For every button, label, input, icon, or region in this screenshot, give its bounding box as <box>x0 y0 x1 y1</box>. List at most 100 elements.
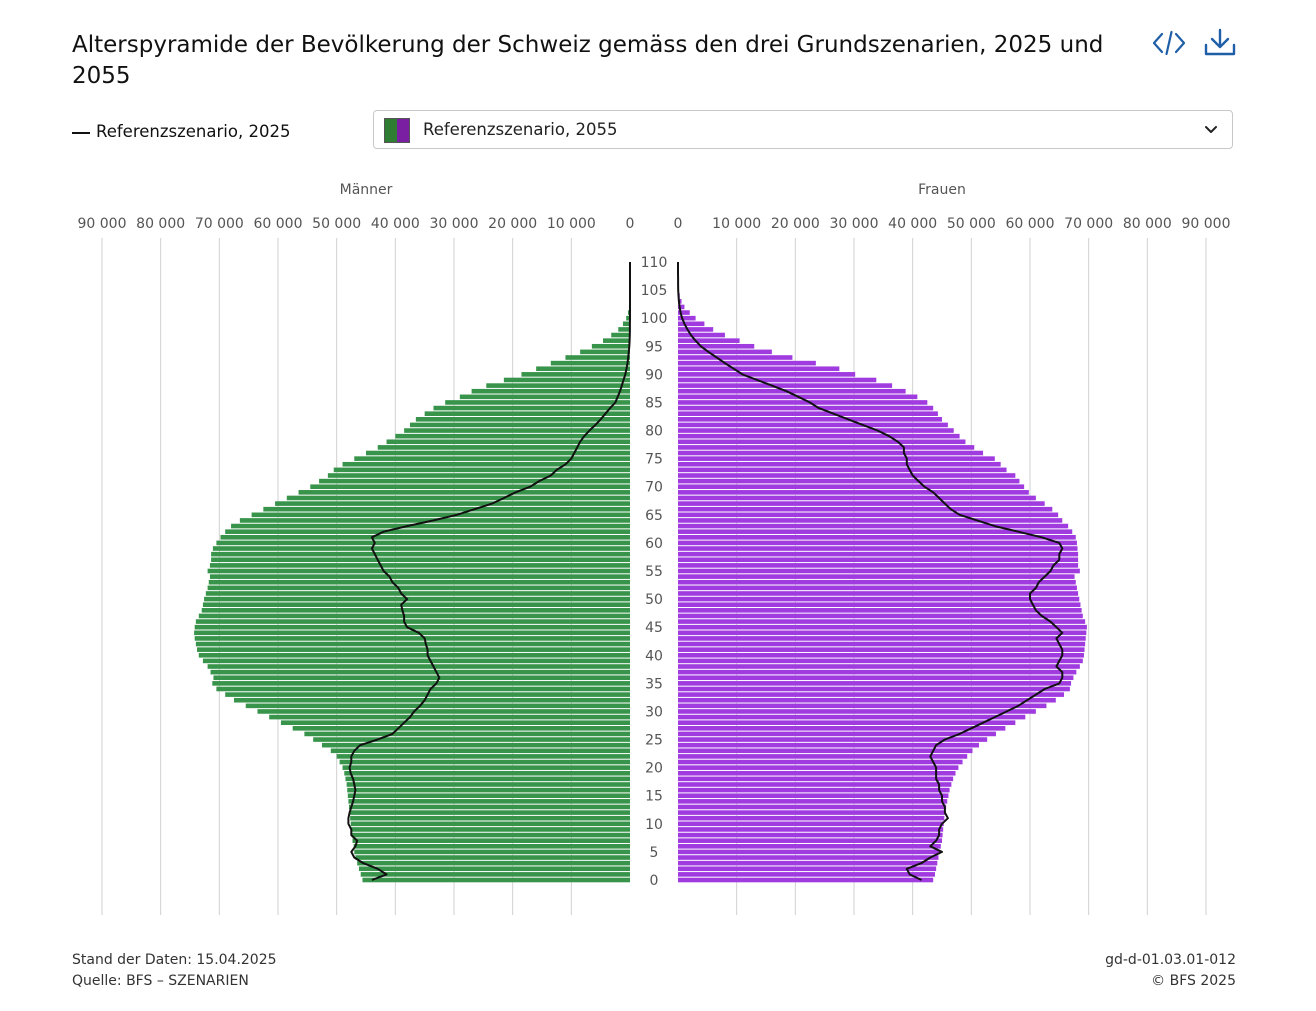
bar-women-age-98 <box>678 327 714 332</box>
bar-women-age-25 <box>678 737 988 742</box>
bar-women-age-77 <box>678 445 975 450</box>
bar-men-age-67 <box>275 501 630 506</box>
bar-women-age-2 <box>678 866 937 872</box>
bar-women-age-36 <box>678 675 1074 681</box>
bar-women-age-7 <box>678 838 942 843</box>
bar-women-age-55 <box>678 568 1080 574</box>
bar-women-age-42 <box>678 641 1086 647</box>
age-label-60: 60 <box>645 536 663 552</box>
age-label-80: 80 <box>645 424 663 440</box>
age-label-55: 55 <box>645 564 663 580</box>
bar-men-age-100 <box>626 315 630 321</box>
bar-women-age-93 <box>678 355 793 360</box>
bar-women-age-32 <box>678 697 1056 703</box>
age-label-0: 0 <box>650 873 659 889</box>
bar-men-age-66 <box>263 506 630 512</box>
bar-women-age-41 <box>678 647 1085 652</box>
bar-men-age-38 <box>207 664 630 669</box>
x-tick-label-r-60000: 60 000 <box>1006 216 1055 232</box>
bar-men-age-71 <box>319 478 630 484</box>
x-tick-label-r-70000: 70 000 <box>1064 216 1113 232</box>
bar-men-age-95 <box>591 343 630 349</box>
bar-women-age-40 <box>678 652 1084 658</box>
bar-women-age-11 <box>678 815 945 821</box>
bar-women-age-97 <box>678 332 725 338</box>
bar-women-age-27 <box>678 726 1006 731</box>
bar-women-age-65 <box>678 512 1059 518</box>
age-label-75: 75 <box>645 452 663 468</box>
bar-men-age-58 <box>211 551 630 557</box>
age-label-90: 90 <box>645 367 663 383</box>
legend-line-label: Referenzszenario, 2025 <box>96 122 291 141</box>
bar-women-age-81 <box>678 422 948 428</box>
age-label-35: 35 <box>645 676 663 692</box>
bar-men-age-60 <box>216 540 630 546</box>
bar-women-age-17 <box>678 782 952 787</box>
bar-men-age-57 <box>211 557 630 563</box>
bar-men-age-87 <box>471 388 630 394</box>
age-label-5: 5 <box>650 845 659 861</box>
bar-women-age-51 <box>678 591 1079 596</box>
bar-men-age-80 <box>404 428 630 433</box>
bar-men-age-55 <box>207 568 630 574</box>
bar-men-age-28 <box>280 720 630 725</box>
data-source: Quelle: BFS – SZENARIEN <box>72 973 249 989</box>
bar-women-age-0 <box>678 877 934 883</box>
bar-men-age-50 <box>204 596 630 602</box>
bar-women-age-28 <box>678 720 1016 725</box>
bar-women-age-34 <box>678 686 1070 692</box>
bar-women-age-71 <box>678 478 1020 484</box>
bar-men-age-85 <box>445 400 630 405</box>
bar-men-age-93 <box>565 355 630 360</box>
bar-women-age-30 <box>678 709 1036 714</box>
bar-women-age-53 <box>678 579 1076 585</box>
bar-women-age-92 <box>678 360 816 366</box>
bar-women-age-82 <box>678 417 942 422</box>
bar-women-age-3 <box>678 860 938 866</box>
age-label-15: 15 <box>645 789 663 805</box>
bar-men-age-63 <box>231 523 631 529</box>
age-label-100: 100 <box>641 311 668 327</box>
bar-men-age-42 <box>195 641 630 647</box>
bar-women-age-89 <box>678 377 877 383</box>
bar-men-age-27 <box>292 726 630 731</box>
x-tick-label-l-30000: 30 000 <box>430 216 479 232</box>
bar-men-age-22 <box>336 754 630 759</box>
bar-men-age-19 <box>344 770 630 776</box>
bar-men-age-86 <box>459 394 630 400</box>
bar-men-age-83 <box>424 411 630 416</box>
scenario-dropdown[interactable]: Referenzszenario, 2055 <box>373 110 1233 149</box>
bar-women-age-4 <box>678 855 939 860</box>
age-label-25: 25 <box>645 733 663 749</box>
x-tick-label-l-70000: 70 000 <box>195 216 244 232</box>
x-tick-label-r-50000: 50 000 <box>947 216 996 232</box>
swatch-women-color <box>397 119 409 142</box>
bar-men-age-24 <box>322 742 630 748</box>
age-label-45: 45 <box>645 620 663 636</box>
bar-men-age-75 <box>354 456 630 461</box>
legend-line-symbol <box>72 131 90 134</box>
bar-men-age-54 <box>209 574 631 579</box>
bar-men-age-12 <box>349 810 630 815</box>
x-tick-label-l-60000: 60 000 <box>254 216 303 232</box>
bar-women-age-38 <box>678 664 1080 669</box>
bar-women-age-16 <box>678 787 950 793</box>
embed-code-button[interactable] <box>1152 28 1186 58</box>
bar-women-age-80 <box>678 428 954 433</box>
bar-women-age-54 <box>678 574 1075 579</box>
x-tick-label-r-30000: 30 000 <box>830 216 879 232</box>
bar-men-age-76 <box>366 450 630 456</box>
download-button[interactable] <box>1203 28 1237 58</box>
x-tick-label-l-20000: 20 000 <box>488 216 537 232</box>
bar-men-age-1 <box>360 872 630 877</box>
bar-men-age-16 <box>347 787 630 793</box>
bar-women-age-46 <box>678 619 1086 624</box>
x-tick-label-l-10000: 10 000 <box>547 216 596 232</box>
reference-line-women-2025 <box>677 262 1064 881</box>
code-icon <box>1152 30 1186 56</box>
bar-men-age-18 <box>345 776 630 782</box>
population-pyramid-chart: Männer Frauen 0 0 10 000 10 000 20 000 20 000… <box>78 182 1231 915</box>
bar-men-age-10 <box>350 821 630 827</box>
bar-women-age-26 <box>678 731 996 737</box>
bar-women-age-20 <box>678 765 959 770</box>
